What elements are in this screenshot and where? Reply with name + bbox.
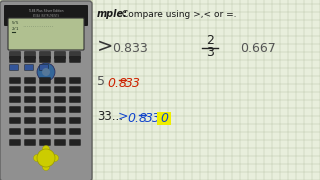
Text: 0.: 0.: [127, 112, 139, 125]
Text: 3: 3: [206, 46, 214, 59]
FancyBboxPatch shape: [39, 51, 51, 58]
FancyBboxPatch shape: [69, 118, 81, 123]
Text: 0.833: 0.833: [112, 42, 148, 55]
FancyBboxPatch shape: [25, 57, 36, 62]
FancyBboxPatch shape: [39, 140, 51, 145]
Circle shape: [43, 145, 50, 152]
Text: 33: 33: [145, 112, 161, 125]
FancyBboxPatch shape: [10, 87, 20, 93]
Text: ...............: ...............: [22, 24, 54, 28]
FancyBboxPatch shape: [54, 96, 66, 102]
FancyBboxPatch shape: [54, 87, 66, 93]
Circle shape: [37, 149, 55, 167]
FancyBboxPatch shape: [39, 118, 51, 123]
FancyBboxPatch shape: [10, 107, 20, 112]
Text: 33...: 33...: [97, 110, 123, 123]
FancyBboxPatch shape: [25, 87, 36, 93]
Text: 0: 0: [160, 112, 168, 125]
FancyBboxPatch shape: [54, 107, 66, 112]
FancyBboxPatch shape: [10, 118, 20, 123]
FancyBboxPatch shape: [69, 78, 81, 84]
Circle shape: [52, 154, 59, 161]
Text: TI-84 Plus Silver Edition: TI-84 Plus Silver Edition: [28, 9, 64, 13]
Text: 0.667: 0.667: [240, 42, 276, 55]
FancyBboxPatch shape: [39, 64, 49, 71]
FancyBboxPatch shape: [10, 140, 20, 145]
FancyBboxPatch shape: [54, 51, 66, 58]
FancyBboxPatch shape: [39, 78, 51, 84]
Text: 8: 8: [119, 77, 127, 90]
Text: Compare using >,< or =.: Compare using >,< or =.: [122, 10, 236, 19]
FancyBboxPatch shape: [39, 96, 51, 102]
FancyBboxPatch shape: [4, 5, 88, 26]
FancyBboxPatch shape: [69, 129, 81, 134]
Bar: [93, 0, 320, 180]
FancyBboxPatch shape: [10, 57, 20, 62]
FancyBboxPatch shape: [54, 118, 66, 123]
FancyBboxPatch shape: [10, 129, 20, 134]
FancyBboxPatch shape: [10, 51, 20, 58]
FancyBboxPatch shape: [0, 1, 92, 180]
FancyBboxPatch shape: [39, 129, 51, 134]
Text: 33: 33: [125, 77, 141, 90]
FancyBboxPatch shape: [10, 96, 20, 102]
FancyBboxPatch shape: [39, 87, 51, 93]
FancyBboxPatch shape: [39, 57, 51, 62]
Text: 5/5: 5/5: [12, 21, 20, 25]
Text: 8: 8: [139, 112, 147, 125]
FancyBboxPatch shape: [39, 107, 51, 112]
FancyBboxPatch shape: [25, 118, 36, 123]
FancyBboxPatch shape: [69, 96, 81, 102]
FancyBboxPatch shape: [10, 78, 20, 84]
FancyBboxPatch shape: [69, 57, 81, 62]
Text: >: >: [118, 110, 129, 123]
Text: 5: 5: [97, 75, 105, 88]
Circle shape: [34, 154, 41, 161]
FancyBboxPatch shape: [69, 140, 81, 145]
FancyBboxPatch shape: [10, 64, 19, 71]
FancyBboxPatch shape: [25, 129, 36, 134]
FancyBboxPatch shape: [54, 57, 66, 62]
FancyBboxPatch shape: [69, 51, 81, 58]
Text: >: >: [97, 37, 113, 56]
FancyBboxPatch shape: [69, 87, 81, 93]
Circle shape: [37, 63, 55, 81]
FancyBboxPatch shape: [54, 78, 66, 84]
FancyBboxPatch shape: [69, 107, 81, 112]
Circle shape: [43, 163, 50, 170]
Text: 2: 2: [206, 34, 214, 47]
FancyBboxPatch shape: [157, 111, 172, 125]
FancyBboxPatch shape: [25, 107, 36, 112]
Text: mple:: mple:: [97, 9, 128, 19]
FancyBboxPatch shape: [54, 129, 66, 134]
Text: 0.: 0.: [107, 77, 119, 90]
FancyBboxPatch shape: [8, 18, 84, 50]
Circle shape: [42, 68, 50, 76]
FancyBboxPatch shape: [25, 140, 36, 145]
Text: 2/1: 2/1: [12, 27, 20, 31]
FancyBboxPatch shape: [25, 64, 34, 71]
FancyBboxPatch shape: [54, 140, 66, 145]
FancyBboxPatch shape: [25, 96, 36, 102]
FancyBboxPatch shape: [25, 78, 36, 84]
Text: TEXAS INSTRUMENTS: TEXAS INSTRUMENTS: [32, 14, 60, 18]
FancyBboxPatch shape: [25, 51, 36, 58]
